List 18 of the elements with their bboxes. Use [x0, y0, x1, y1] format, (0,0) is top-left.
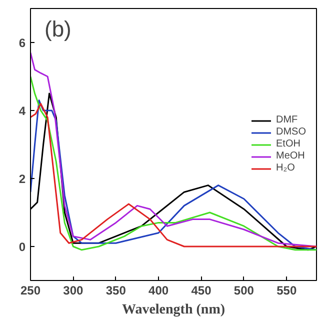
x-tick-label: 350	[106, 284, 126, 298]
y-tick-label: 4	[18, 104, 26, 118]
y-tick-label: 2	[18, 172, 26, 186]
x-axis-title: Wavelength (nm)	[122, 302, 226, 318]
x-tick-label: 550	[276, 284, 297, 298]
x-tick-label: 250	[20, 284, 41, 298]
x-tick-label: 450	[191, 284, 212, 298]
legend-label: EtOH	[276, 138, 300, 150]
annotation: (b)	[44, 16, 72, 42]
x-tick-label: 400	[148, 284, 169, 298]
y-tick-label: 6	[18, 36, 26, 50]
legend-label: H₂O	[276, 162, 296, 174]
legend-label: MeOH	[276, 150, 305, 162]
x-tick-label: 500	[234, 284, 254, 298]
legend-label: DMF	[276, 114, 298, 126]
x-tick-label: 300	[63, 284, 84, 298]
legend-label: DMSO	[276, 126, 306, 138]
y-tick-label: 0	[18, 240, 26, 254]
